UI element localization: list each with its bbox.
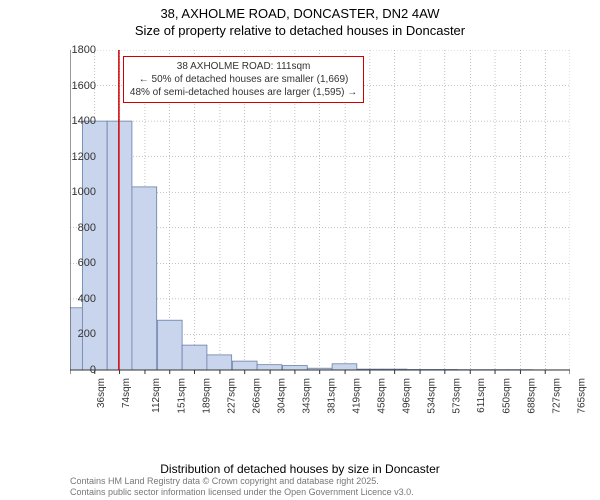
footer-line1: Contains HM Land Registry data © Crown c… [70, 476, 414, 487]
x-tick-label: 36sqm [96, 378, 107, 408]
x-tick-label: 534sqm [426, 378, 437, 414]
y-tick-label: 200 [78, 328, 96, 340]
x-tick-label: 381sqm [326, 378, 337, 414]
x-tick-label: 189sqm [201, 378, 212, 414]
y-tick-label: 600 [78, 257, 96, 269]
x-tick-label: 650sqm [502, 378, 513, 414]
title-line2: Size of property relative to detached ho… [0, 23, 600, 40]
x-tick-label: 573sqm [452, 378, 463, 414]
x-tick-label: 266sqm [252, 378, 263, 414]
annotation-line3: 48% of semi-detached houses are larger (… [130, 86, 357, 99]
x-tick-label: 74sqm [121, 378, 132, 408]
x-tick-label: 112sqm [150, 378, 161, 413]
y-tick-label: 1800 [72, 44, 96, 56]
annotation-box: 38 AXHOLME ROAD: 111sqm ← 50% of detache… [123, 56, 364, 103]
x-axis-label: Distribution of detached houses by size … [160, 462, 440, 476]
footer-attribution: Contains HM Land Registry data © Crown c… [70, 476, 414, 498]
chart-area: 38 AXHOLME ROAD: 111sqm ← 50% of detache… [70, 50, 570, 420]
x-tick-label: 458sqm [377, 378, 388, 414]
x-tick-label: 611sqm [476, 378, 487, 413]
y-tick-label: 800 [78, 222, 96, 234]
y-tick-label: 1400 [72, 115, 96, 127]
x-tick-label: 304sqm [276, 378, 287, 414]
x-tick-label: 227sqm [226, 378, 237, 414]
x-tick-label: 419sqm [351, 378, 362, 414]
y-tick-label: 1000 [72, 186, 96, 198]
annotation-line2: ← 50% of detached houses are smaller (1,… [130, 73, 357, 86]
histogram-plot [70, 50, 570, 420]
x-tick-label: 496sqm [401, 378, 412, 414]
x-tick-label: 765sqm [577, 378, 588, 414]
y-tick-label: 0 [90, 364, 96, 376]
x-tick-label: 688sqm [527, 378, 538, 414]
footer-line2: Contains public sector information licen… [70, 487, 414, 498]
chart-container: 38, AXHOLME ROAD, DONCASTER, DN2 4AW Siz… [0, 0, 600, 500]
x-tick-label: 343sqm [302, 378, 313, 414]
annotation-line1: 38 AXHOLME ROAD: 111sqm [130, 60, 357, 73]
x-tick-label: 151sqm [177, 378, 188, 414]
x-tick-label: 727sqm [552, 378, 563, 414]
y-tick-label: 1200 [72, 151, 96, 163]
title-line1: 38, AXHOLME ROAD, DONCASTER, DN2 4AW [0, 6, 600, 23]
y-tick-label: 1600 [72, 80, 96, 92]
chart-title: 38, AXHOLME ROAD, DONCASTER, DN2 4AW Siz… [0, 0, 600, 40]
y-tick-label: 400 [78, 293, 96, 305]
